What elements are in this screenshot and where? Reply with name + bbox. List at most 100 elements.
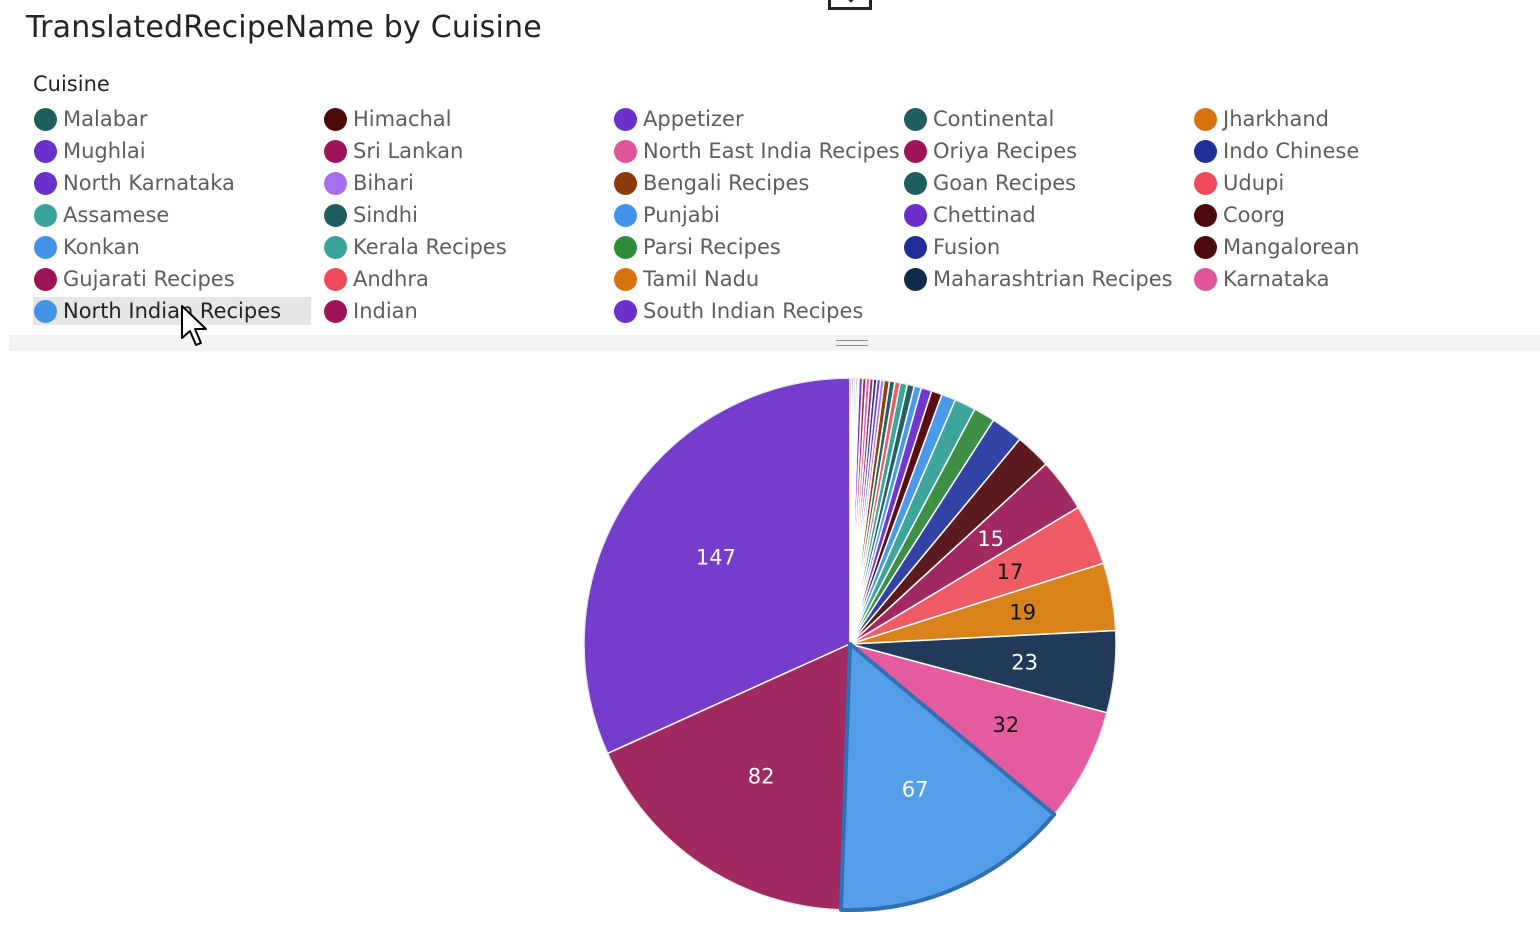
legend-item[interactable]: Himachal xyxy=(323,105,452,133)
legend-item[interactable]: Chettinad xyxy=(903,201,1036,229)
legend-label: Goan Recipes xyxy=(933,171,1077,195)
legend-item[interactable]: Oriya Recipes xyxy=(903,137,1077,165)
legend-swatch-icon xyxy=(614,107,637,131)
legend-item[interactable]: Indo Chinese xyxy=(1193,137,1359,165)
legend-label: North Karnataka xyxy=(63,171,235,195)
legend-item[interactable]: Fusion xyxy=(903,233,1000,261)
legend-item[interactable]: Malabar xyxy=(33,105,148,133)
legend-label: North East India Recipes xyxy=(643,139,900,163)
legend-label: Sri Lankan xyxy=(353,139,464,163)
legend-label: Himachal xyxy=(353,107,452,131)
legend-label: Indo Chinese xyxy=(1223,139,1360,163)
legend-swatch-icon xyxy=(1194,267,1217,291)
legend-item[interactable]: South Indian Recipes xyxy=(613,297,863,325)
legend-swatch-icon xyxy=(324,139,347,163)
legend-item[interactable]: Mughlai xyxy=(33,137,146,165)
legend-title: Cuisine xyxy=(33,72,110,96)
legend-item[interactable]: Sindhi xyxy=(323,201,418,229)
legend-item[interactable]: Indian xyxy=(323,297,418,325)
legend-swatch-icon xyxy=(34,267,57,291)
legend-swatch-icon xyxy=(614,139,637,163)
legend-label: Parsi Recipes xyxy=(643,235,781,259)
legend-swatch-icon xyxy=(34,107,57,131)
pie-slice-data-label: 17 xyxy=(997,560,1024,584)
legend-item[interactable]: Goan Recipes xyxy=(903,169,1076,197)
pie-slice-data-label: 15 xyxy=(977,527,1004,551)
legend-item[interactable]: Bengali Recipes xyxy=(613,169,809,197)
legend-swatch-icon xyxy=(324,107,347,131)
legend-item[interactable]: Punjabi xyxy=(613,201,720,229)
resize-divider[interactable] xyxy=(9,335,1540,351)
legend-label: Coorg xyxy=(1223,203,1285,227)
legend-label: Bengali Recipes xyxy=(643,171,810,195)
legend-label: Malabar xyxy=(63,107,148,131)
legend-item[interactable]: North Indian Recipes xyxy=(33,297,311,325)
legend-swatch-icon xyxy=(34,299,57,323)
legend-item[interactable]: Konkan xyxy=(33,233,140,261)
legend-swatch-icon xyxy=(614,267,637,291)
legend-label: Udupi xyxy=(1223,171,1285,195)
legend-swatch-icon xyxy=(34,235,57,259)
legend-label: Oriya Recipes xyxy=(933,139,1078,163)
legend-label: Sindhi xyxy=(353,203,418,227)
legend-swatch-icon xyxy=(324,299,347,323)
legend-swatch-icon xyxy=(34,139,57,163)
legend-item[interactable]: Karnataka xyxy=(1193,265,1329,293)
pie-slice-data-label: 82 xyxy=(748,765,775,789)
legend-swatch-icon xyxy=(614,299,637,323)
legend-swatch-icon xyxy=(904,107,927,131)
legend-swatch-icon xyxy=(1194,139,1217,163)
legend-item[interactable]: Gujarati Recipes xyxy=(33,265,235,293)
legend-item[interactable]: Sri Lankan xyxy=(323,137,463,165)
chart-title: TranslatedRecipeName by Cuisine xyxy=(26,10,542,45)
legend-swatch-icon xyxy=(1194,203,1217,227)
legend-item[interactable]: Tamil Nadu xyxy=(613,265,759,293)
legend-swatch-icon xyxy=(324,235,347,259)
legend-item[interactable]: Andhra xyxy=(323,265,429,293)
legend-item[interactable]: Maharashtrian Recipes xyxy=(903,265,1173,293)
legend-label: Gujarati Recipes xyxy=(63,267,235,291)
legend-item[interactable]: Udupi xyxy=(1193,169,1284,197)
legend-item[interactable]: Continental xyxy=(903,105,1054,133)
legend-swatch-icon xyxy=(904,203,927,227)
legend-item[interactable]: Appetizer xyxy=(613,105,744,133)
resize-grip-icon[interactable] xyxy=(836,340,868,346)
legend-swatch-icon xyxy=(34,203,57,227)
legend-item[interactable]: Kerala Recipes xyxy=(323,233,507,261)
legend-item[interactable]: Mangalorean xyxy=(1193,233,1359,261)
legend-swatch-icon xyxy=(614,235,637,259)
pie-slice-data-label: 19 xyxy=(1009,601,1036,625)
legend-item[interactable]: North Karnataka xyxy=(33,169,235,197)
legend-swatch-icon xyxy=(324,171,347,195)
legend-swatch-icon xyxy=(904,235,927,259)
legend-label: Jharkhand xyxy=(1223,107,1329,131)
legend-swatch-icon xyxy=(614,203,637,227)
legend-item[interactable]: Jharkhand xyxy=(1193,105,1329,133)
mouse-cursor-icon xyxy=(181,305,207,346)
legend-item[interactable]: North East India Recipes xyxy=(613,137,900,165)
legend-label: Bihari xyxy=(353,171,414,195)
legend-label: Continental xyxy=(933,107,1055,131)
legend-label: Tamil Nadu xyxy=(643,267,760,291)
legend-swatch-icon xyxy=(324,267,347,291)
legend-swatch-icon xyxy=(34,171,57,195)
legend-label: Mangalorean xyxy=(1223,235,1360,259)
focus-mode-handle-icon[interactable] xyxy=(828,0,872,10)
legend-item[interactable]: Coorg xyxy=(1193,201,1285,229)
pie-slice-data-label: 23 xyxy=(1011,650,1038,674)
legend-swatch-icon xyxy=(1194,107,1217,131)
legend-item[interactable]: Assamese xyxy=(33,201,169,229)
pie-slice-data-label: 32 xyxy=(992,713,1019,737)
pie-slice-highlight-outline xyxy=(838,642,1057,912)
legend-item[interactable]: Parsi Recipes xyxy=(613,233,781,261)
pie-slice-data-label: 67 xyxy=(902,778,929,802)
legend-label: Fusion xyxy=(933,235,1001,259)
legend-label: Andhra xyxy=(353,267,429,291)
legend-label: Indian xyxy=(353,299,418,323)
pie-chart: 147 82 67 32 23 19 17 15 xyxy=(583,377,1117,912)
legend-label: Karnataka xyxy=(1223,267,1330,291)
legend-swatch-icon xyxy=(904,139,927,163)
legend-label: Mughlai xyxy=(63,139,146,163)
legend-label: Appetizer xyxy=(643,107,744,131)
legend-item[interactable]: Bihari xyxy=(323,169,414,197)
